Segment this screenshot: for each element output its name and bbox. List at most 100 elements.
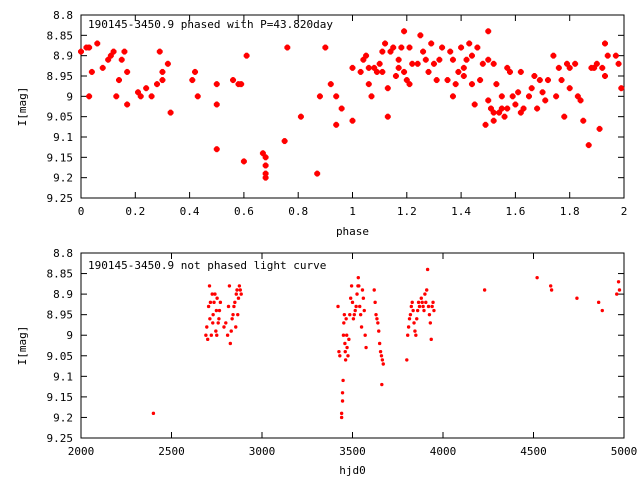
- data-point: [601, 73, 608, 79]
- data-point: [216, 321, 220, 325]
- data-point: [349, 284, 354, 288]
- data-point: [406, 333, 410, 337]
- data-point: [229, 329, 233, 333]
- data-point: [78, 48, 84, 55]
- data-point: [550, 52, 557, 59]
- chart-title: 190145-3450.9 phased with P=43.820day: [88, 18, 333, 31]
- data-point: [343, 341, 347, 346]
- data-point: [431, 300, 435, 305]
- data-point: [215, 296, 219, 300]
- y-tick-label: 9.1: [53, 131, 73, 144]
- data-point: [337, 349, 341, 354]
- data-point: [520, 105, 527, 112]
- x-tick-label: 5000: [611, 445, 638, 458]
- x-tick-label: 4000: [430, 445, 457, 458]
- data-point: [341, 333, 346, 337]
- data-point: [604, 52, 611, 59]
- data-point: [333, 93, 340, 100]
- data-point: [474, 44, 481, 51]
- data-point: [378, 349, 383, 354]
- data-point: [414, 333, 418, 337]
- data-point: [105, 56, 112, 63]
- phased-light-curve-chart: 8.8 8.85 8.9 8.95 9 9.05 9.1 9.15 9.2 9.25 0 0.2 0.4…: [16, 9, 627, 238]
- data-point: [94, 40, 101, 47]
- data-point: [585, 142, 592, 149]
- data-point: [477, 77, 484, 84]
- data-point: [460, 73, 467, 79]
- data-point: [204, 333, 208, 337]
- data-point: [338, 354, 342, 358]
- data-point: [479, 60, 486, 67]
- x-tick-label: 1.8: [560, 205, 580, 218]
- data-point: [458, 44, 465, 51]
- x-tick-label: 1.2: [397, 205, 417, 218]
- data-point: [379, 68, 386, 75]
- data-point: [211, 321, 215, 325]
- data-point: [237, 284, 242, 288]
- data-point: [358, 312, 363, 317]
- x-axis-label: hjd0: [339, 464, 366, 477]
- y-tick-label: 9.1: [53, 370, 73, 383]
- data-point: [563, 60, 570, 67]
- x-tick-label: 0: [78, 205, 85, 218]
- data-point: [482, 121, 489, 128]
- data-point: [423, 292, 427, 296]
- data-point: [222, 325, 226, 329]
- y-axis-label: I[mag]: [16, 326, 29, 366]
- data-point: [460, 64, 467, 71]
- data-point: [428, 40, 435, 47]
- data-point: [542, 97, 549, 104]
- data-point: [544, 77, 551, 84]
- data-point: [227, 284, 232, 288]
- data-point: [218, 300, 223, 305]
- plot-frame: [80, 14, 625, 199]
- data-point: [233, 300, 237, 305]
- y-tick-label: 9.2: [53, 411, 73, 424]
- data-point: [213, 101, 220, 108]
- data-point: [439, 44, 446, 51]
- data-point: [358, 304, 362, 309]
- data-point: [363, 333, 367, 337]
- data-point: [379, 354, 384, 358]
- data-point: [615, 292, 619, 296]
- data-point: [262, 162, 269, 169]
- data-point: [382, 40, 389, 47]
- data-point: [215, 333, 219, 337]
- data-point: [234, 292, 238, 296]
- y-tick-label: 9.05: [47, 350, 74, 363]
- data-point: [490, 109, 497, 116]
- data-point: [148, 93, 155, 100]
- data-point: [210, 292, 214, 296]
- data-point: [189, 77, 196, 84]
- data-point: [531, 73, 538, 79]
- data-point: [214, 329, 218, 333]
- data-point: [347, 337, 351, 342]
- data-point: [430, 304, 434, 309]
- data-point: [501, 113, 508, 120]
- data-point: [226, 304, 231, 309]
- data-point: [468, 52, 475, 59]
- y-tick-label: 9: [66, 329, 73, 342]
- data-point: [230, 317, 234, 321]
- data-point: [224, 321, 228, 325]
- data-point: [217, 308, 222, 313]
- chart-title: 190145-3450.9 not phased light curve: [88, 259, 326, 272]
- data-point: [213, 146, 220, 153]
- data-point: [281, 138, 288, 145]
- y-tick-label: 8.85: [47, 268, 74, 281]
- y-tick-label: 9.2: [53, 172, 73, 185]
- data-point: [194, 93, 201, 100]
- data-point: [361, 296, 366, 300]
- y-tick-label: 9.25: [47, 432, 74, 445]
- data-point: [444, 77, 451, 84]
- data-point: [617, 288, 622, 292]
- data-point: [485, 97, 492, 104]
- data-point: [381, 362, 385, 366]
- data-point: [316, 93, 323, 100]
- data-point: [517, 68, 524, 75]
- data-point: [487, 105, 494, 112]
- data-point: [355, 292, 359, 296]
- data-point: [364, 345, 368, 350]
- data-point: [490, 117, 497, 124]
